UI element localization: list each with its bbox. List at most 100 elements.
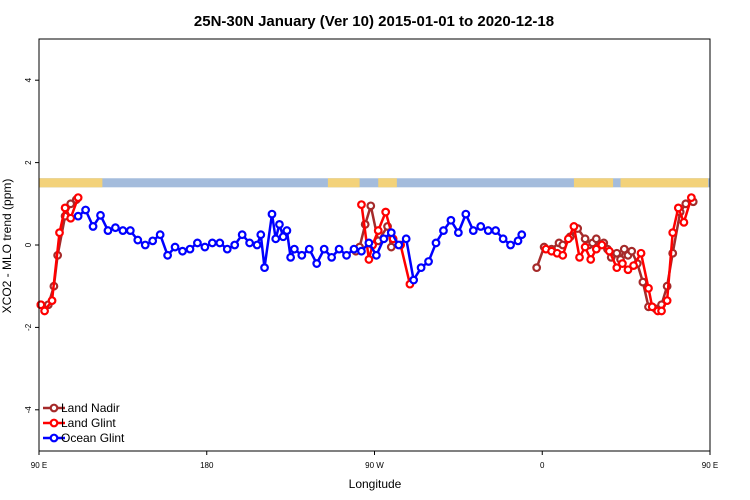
ocean-glint-point (334, 244, 344, 254)
legend-label-ocean-glint: Ocean Glint (61, 431, 125, 445)
land-nadir-point (591, 234, 601, 244)
x-axis-label: Longitude (349, 477, 402, 491)
ocean-glint-point (319, 244, 329, 254)
land-glint-point (644, 283, 653, 293)
ocean-glint-point (342, 250, 351, 260)
ocean-glint-point (207, 238, 217, 248)
ocean-glint-point (148, 236, 158, 246)
land-glint-point (597, 240, 607, 250)
series-layer (36, 193, 698, 316)
land-ocean-mask-band (39, 178, 710, 188)
ocean-glint-point (73, 211, 83, 221)
ocean-glint-point (286, 252, 296, 262)
ocean-band (39, 178, 710, 188)
ocean-glint-point (364, 238, 374, 248)
ocean-glint-point (275, 219, 284, 229)
ocean-glint-point (230, 240, 240, 250)
land-glint-point (47, 296, 57, 306)
y-tick-label: -4 (24, 406, 33, 414)
land-glint-point (673, 203, 683, 213)
land-glint-point (679, 217, 689, 227)
land-glint-point (373, 226, 383, 235)
ocean-glint-point (140, 240, 150, 250)
ocean-glint-point (278, 232, 288, 242)
ocean-glint-point (118, 226, 128, 235)
y-tick-label: -2 (24, 323, 33, 331)
ocean-glint-point (260, 263, 269, 273)
ocean-glint-point (222, 244, 232, 254)
ocean-glint-point (371, 250, 381, 260)
y-tick-label: 0 (24, 242, 33, 247)
land-nadir-point (386, 242, 396, 252)
ocean-glint-point (297, 250, 307, 260)
ocean-glint-point (468, 226, 478, 235)
x-tick-label: 0 (540, 461, 545, 470)
ocean-glint-point (252, 240, 262, 250)
land-glint-point (55, 228, 64, 238)
ocean-glint-point (461, 209, 471, 219)
ocean-glint-point (394, 240, 404, 250)
land-band-segment (378, 178, 397, 188)
ocean-glint-point (424, 257, 433, 266)
ocean-glint-point (111, 223, 120, 233)
ocean-glint-point (200, 242, 210, 252)
ocean-glint-point (237, 230, 247, 240)
ocean-glint-point (379, 234, 389, 244)
ocean-glint-point (431, 238, 441, 248)
land-glint-point (357, 200, 366, 210)
x-tick-label: 90 E (31, 461, 47, 470)
ocean-glint-point (386, 228, 396, 238)
land-glint-point (73, 193, 83, 203)
ocean-glint-point (170, 242, 180, 252)
land-nadir-point (627, 246, 637, 256)
land-nadir-point (532, 263, 542, 273)
land-nadir-point (612, 248, 622, 258)
ocean-glint-point (446, 215, 456, 225)
legend-label-land-nadir: Land Nadir (61, 401, 120, 415)
ocean-glint-point (304, 244, 314, 254)
land-glint-point (381, 207, 391, 217)
ocean-glint-point (282, 226, 292, 235)
ocean-glint-point (155, 230, 165, 240)
legend-label-land-glint: Land Glint (61, 416, 116, 430)
ocean-glint-point (289, 244, 299, 254)
land-glint-point (40, 306, 49, 316)
ocean-glint-point (88, 222, 98, 231)
ocean-glint-point (327, 252, 337, 262)
x-tick-label: 180 (200, 461, 214, 470)
land-glint-point (657, 306, 666, 316)
land-glint-point (591, 244, 601, 254)
land-glint-point (623, 265, 633, 275)
land-glint-point (586, 255, 596, 264)
ocean-glint-point (416, 263, 426, 273)
ocean-glint-point (125, 226, 135, 235)
land-glint-point (612, 263, 622, 273)
ocean-glint-point (133, 235, 143, 245)
land-glint-point (66, 213, 76, 223)
ocean-glint-point (81, 205, 90, 215)
land-glint-point (575, 252, 584, 262)
legend-swatch-marker-land-glint (49, 418, 59, 428)
ocean-glint-point (349, 244, 359, 254)
ocean-glint-point (185, 244, 195, 254)
ocean-glint-point (163, 250, 173, 260)
ocean-glint-point (215, 238, 225, 248)
land-nadir-point (66, 199, 76, 209)
land-glint-point (636, 248, 646, 258)
ocean-glint-point (193, 238, 202, 248)
x-tick-label: 90 W (365, 461, 384, 470)
land-glint-point (629, 261, 638, 271)
land-nadir-point (580, 234, 590, 244)
ocean-glint-point (245, 238, 255, 248)
ocean-glint-point (453, 228, 463, 238)
y-tick-label: 2 (24, 160, 33, 165)
land-glint-point (60, 203, 70, 213)
ocean-glint-point (476, 222, 486, 231)
y-axis-label: XCO2 - MLO trend (ppm) (0, 179, 14, 314)
land-band-segment (39, 178, 103, 188)
land-glint-point (604, 246, 614, 256)
x-tick-label: 90 E (702, 461, 718, 470)
ocean-glint-point (483, 226, 493, 235)
series-ocean-glint (73, 205, 527, 285)
land-nadir-point (619, 244, 629, 254)
